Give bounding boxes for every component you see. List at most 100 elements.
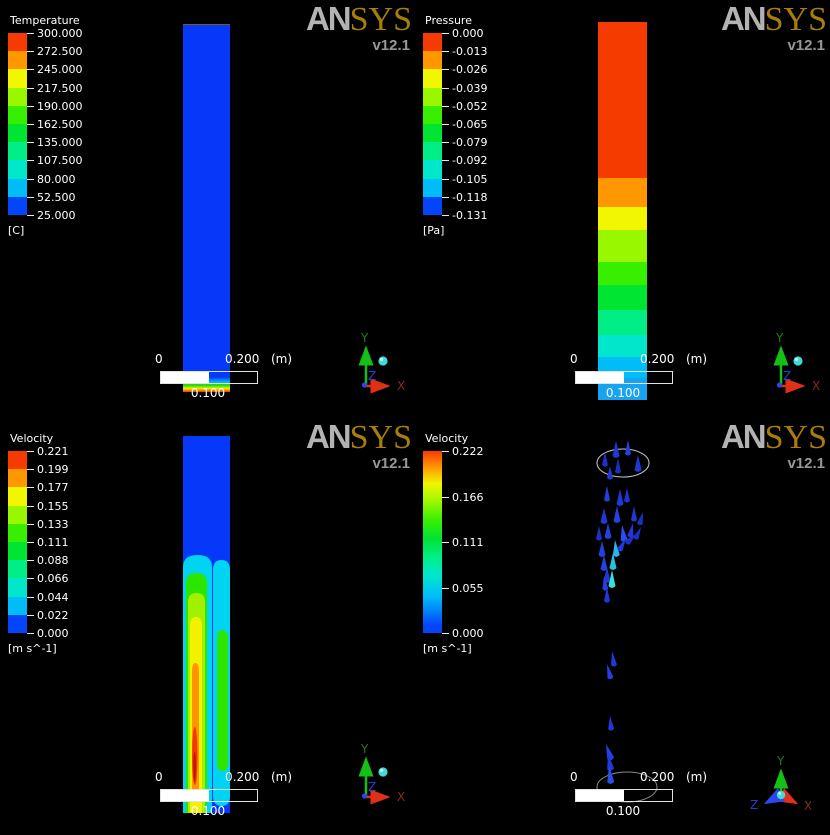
ansys-logo-an: AN: [305, 0, 352, 37]
viewport-velocity-vectors[interactable]: Velocity 0.222 0.166 0.111 0.055 0.000 [m s^…: [415, 418, 830, 835]
origin-sphere-icon: [378, 356, 388, 366]
velocity-field-column: [183, 436, 230, 813]
legend-unit: [m s^-1]: [8, 642, 57, 655]
sphere-highlight: [795, 357, 799, 361]
ansys-logo-an: AN: [720, 418, 767, 455]
scale-ruler: 0 0.200 (m) 0.100: [152, 768, 302, 820]
viewport-pressure-contour[interactable]: Pressure 0.000 -0.013 -0.026 -0.039 -0.052 -0…: [415, 0, 830, 417]
x-axis-label: X: [397, 790, 405, 804]
scale-unit-label: (m): [686, 770, 708, 784]
viewport-temperature-contour[interactable]: Temperature 300.000 272.500 245.000 217.500…: [0, 0, 415, 417]
x-axis-label: X: [804, 799, 812, 813]
scale-bar: [575, 789, 673, 802]
legend-title: Velocity: [10, 432, 54, 445]
axis-triad: Y X Z: [358, 742, 405, 805]
sphere-highlight: [380, 768, 384, 772]
y-axis-label: Y: [360, 331, 369, 345]
ansys-version: v12.1: [787, 37, 825, 54]
origin-sphere-icon: [776, 790, 786, 800]
origin-sphere-icon: [378, 767, 388, 777]
colorbar-tick-labels: 0.222 0.166 0.111 0.055 0.000: [442, 445, 522, 640]
scale-bar-fill: [576, 372, 624, 383]
ansys-logo: ANSYS v12.1: [306, 2, 412, 53]
ansys-logo-sys: SYS: [764, 1, 827, 38]
axis-triad: Y X Z: [358, 331, 405, 394]
pressure-field-column: [598, 22, 647, 400]
scale-bar-fill: [576, 790, 624, 801]
plume-left-core-darkred: [193, 752, 196, 782]
scale-bar: [575, 371, 673, 384]
scale-unit-label: (m): [271, 770, 293, 784]
y-axis-label: Y: [776, 754, 785, 768]
ansys-logo-an: AN: [305, 418, 352, 455]
scale-bar-fill: [161, 372, 209, 383]
axis-triad-3d: Y X Z: [750, 754, 812, 813]
scale-end-label: 0.200: [225, 352, 260, 366]
sphere-highlight: [380, 357, 384, 361]
viewport-velocity-contour[interactable]: Velocity 0.221 0.199 0.177 0.155 0.133 0.111 0…: [0, 418, 415, 835]
scale-end-label: 0.200: [640, 770, 675, 784]
scale-unit-label: (m): [271, 352, 293, 366]
plume-right-core-green: [217, 630, 228, 771]
ansys-version: v12.1: [372, 455, 410, 472]
ansys-logo-an: AN: [720, 0, 767, 37]
legend-title: Pressure: [425, 14, 472, 27]
outlet-ellipse: [596, 448, 650, 478]
scale-mid-label: 0.100: [190, 804, 226, 818]
temperature-field-column: [183, 24, 230, 392]
colorbar-tick-labels: 0.221 0.199 0.177 0.155 0.133 0.111 0.088 0.066…: [27, 445, 107, 640]
inlet-ellipse: [596, 771, 658, 803]
colorbar: [8, 451, 27, 634]
origin-sphere-icon: [793, 356, 803, 366]
colorbar: [423, 451, 442, 633]
scale-ruler: 0 0.200 (m) 0.100: [567, 768, 717, 820]
y-axis-label: Y: [360, 742, 369, 756]
colorbar-tick-labels: 300.000 272.500 245.000 217.500 190.000 162.5…: [27, 27, 107, 222]
legend-unit: [m s^-1]: [423, 642, 472, 655]
ansys-logo-sys: SYS: [764, 419, 827, 456]
scale-ruler: 0 0.200 (m) 0.100: [567, 350, 717, 402]
ansys-logo: ANSYS v12.1: [306, 420, 412, 471]
x-axis-label: X: [812, 379, 820, 393]
scale-mid-label: 0.100: [190, 386, 226, 400]
ansys-logo: ANSYS v12.1: [721, 2, 827, 53]
z-axis-label: Z: [750, 798, 758, 812]
y-axis-label: Y: [775, 331, 784, 345]
z-axis-dot: [361, 793, 368, 799]
ansys-logo: ANSYS v12.1: [721, 420, 827, 471]
colorbar: [8, 33, 27, 216]
ansys-version: v12.1: [372, 37, 410, 54]
scale-ruler: 0 0.200 (m) 0.100: [152, 350, 302, 402]
scale-mid-label: 0.100: [605, 386, 641, 400]
legend-unit: [C]: [8, 224, 25, 237]
colorbar: [423, 33, 442, 216]
scale-mid-label: 0.100: [605, 804, 641, 818]
axis-triad: Y X Z: [773, 331, 820, 394]
z-axis-dot: [776, 382, 783, 388]
x-axis-label: X: [397, 379, 405, 393]
ansys-version: v12.1: [787, 455, 825, 472]
legend-title: Velocity: [425, 432, 469, 445]
scale-end-label: 0.200: [225, 770, 260, 784]
colorbar-tick-labels: 0.000 -0.013 -0.026 -0.039 -0.052 -0.065 -0.07…: [442, 27, 522, 222]
ansys-logo-sys: SYS: [349, 1, 412, 38]
z-axis-label: Z: [368, 780, 376, 794]
vector-field-view: [596, 440, 658, 803]
scale-bar: [160, 789, 258, 802]
scale-end-label: 0.200: [640, 352, 675, 366]
scale-zero-label: 0: [570, 352, 578, 366]
sphere-highlight: [778, 791, 782, 795]
scale-zero-label: 0: [570, 770, 578, 784]
scale-unit-label: (m): [686, 352, 708, 366]
legend-unit: [Pa]: [423, 224, 445, 237]
z-axis-dot: [361, 382, 368, 388]
velocity-plumes: [183, 555, 230, 813]
legend-title: Temperature: [10, 14, 80, 27]
z-axis-label: Z: [783, 369, 791, 383]
velocity-vector-cones: [596, 440, 643, 784]
z-axis-label: Z: [368, 369, 376, 383]
scale-zero-label: 0: [155, 770, 163, 784]
scale-zero-label: 0: [155, 352, 163, 366]
ansys-logo-sys: SYS: [349, 419, 412, 456]
